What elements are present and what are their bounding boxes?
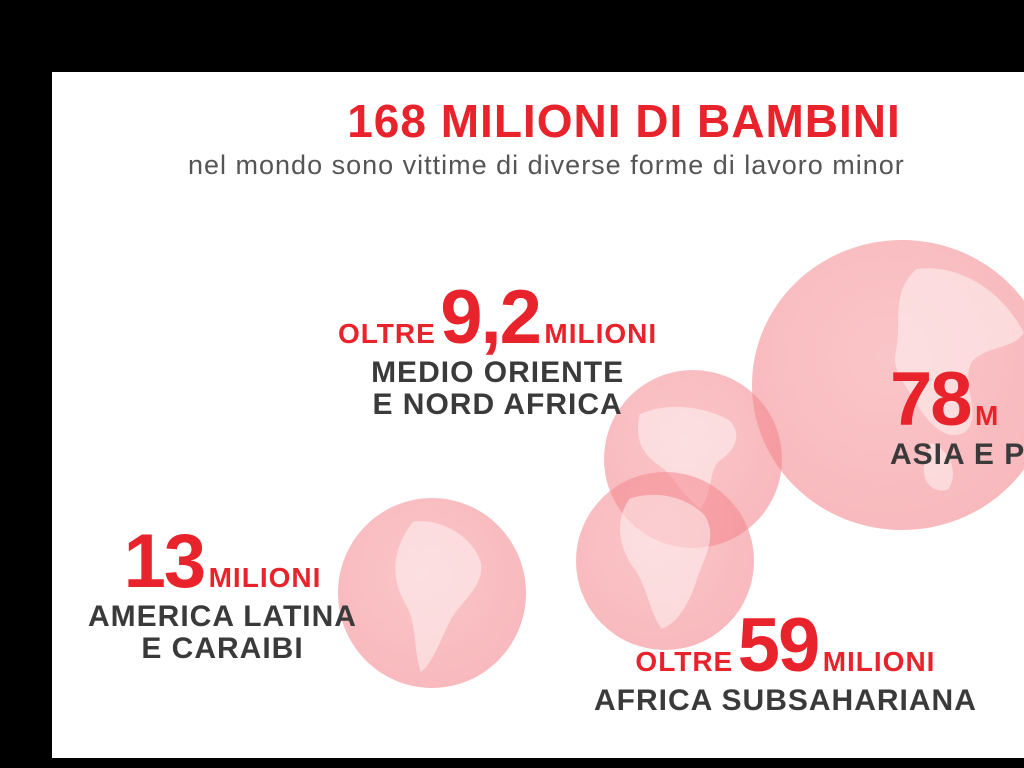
infographic-title: 168 MILIONI DI BAMBINI — [347, 95, 901, 147]
latam-globe — [338, 498, 526, 688]
africa-map-icon — [620, 494, 711, 629]
mena-unit: MILIONI — [544, 318, 658, 349]
africa-value: 59 — [737, 603, 821, 688]
africa-unit: MILIONI — [822, 646, 936, 677]
asia-value: 78 — [890, 357, 973, 442]
africa-prefix: OLTRE — [635, 646, 734, 677]
label-mena: OLTRE 9,2 MILIONI MEDIO ORIENTE E NORD A… — [338, 280, 657, 420]
mena-region-line1: MEDIO ORIENTE — [371, 356, 625, 389]
africa-region-line1: AFRICA SUBSAHARIANA — [594, 684, 977, 717]
asia-unit: M — [975, 400, 1000, 431]
mena-map-icon — [637, 406, 737, 509]
latam-region-line1: AMERICA LATINA — [88, 600, 357, 633]
label-africa: OLTRE 59 MILIONI AFRICA SUBSAHARIANA — [594, 608, 977, 716]
latam-value: 13 — [123, 519, 207, 604]
label-asia: 78 M ASIA E PA — [890, 362, 1024, 470]
south-america-map-icon — [395, 521, 482, 672]
asia-map-icon — [895, 268, 1024, 491]
infographic-panel: 168 MILIONI DI BAMBINI nel mondo sono vi… — [52, 72, 1024, 758]
mena-value: 9,2 — [440, 275, 542, 360]
mena-prefix: OLTRE — [338, 318, 436, 349]
latam-unit: MILIONI — [208, 562, 322, 593]
africa-globe — [576, 472, 754, 650]
asia-globe — [752, 240, 1024, 530]
mena-region-line2: E NORD AFRICA — [372, 388, 623, 421]
asia-region-line1: ASIA E PA — [890, 438, 1024, 471]
latam-region-line2: E CARAIBI — [141, 632, 304, 665]
infographic-subtitle: nel mondo sono vittime di diverse forme … — [188, 150, 905, 180]
label-latam: 13 MILIONI AMERICA LATINA E CARAIBI — [88, 524, 357, 664]
